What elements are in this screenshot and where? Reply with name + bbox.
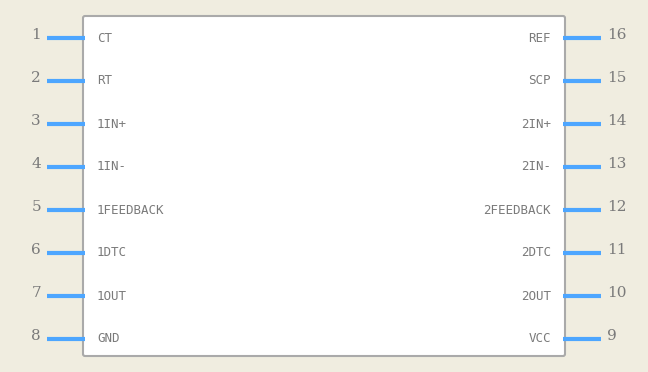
- Text: GND: GND: [97, 333, 119, 346]
- Text: 2IN-: 2IN-: [521, 160, 551, 173]
- Text: 15: 15: [607, 71, 627, 85]
- Text: CT: CT: [97, 32, 112, 45]
- Text: 11: 11: [607, 243, 627, 257]
- Text: 1FEEDBACK: 1FEEDBACK: [97, 203, 165, 217]
- Text: REF: REF: [529, 32, 551, 45]
- Text: 9: 9: [607, 329, 617, 343]
- Text: 2FEEDBACK: 2FEEDBACK: [483, 203, 551, 217]
- Text: 2OUT: 2OUT: [521, 289, 551, 302]
- Text: 10: 10: [607, 286, 627, 300]
- Text: 1IN-: 1IN-: [97, 160, 127, 173]
- Text: 16: 16: [607, 28, 627, 42]
- Text: 14: 14: [607, 114, 627, 128]
- Text: 1IN+: 1IN+: [97, 118, 127, 131]
- Text: 3: 3: [31, 114, 41, 128]
- Text: 2IN+: 2IN+: [521, 118, 551, 131]
- FancyBboxPatch shape: [83, 16, 565, 356]
- Text: RT: RT: [97, 74, 112, 87]
- Text: 1OUT: 1OUT: [97, 289, 127, 302]
- Text: 8: 8: [31, 329, 41, 343]
- Text: 1: 1: [31, 28, 41, 42]
- Text: SCP: SCP: [529, 74, 551, 87]
- Text: VCC: VCC: [529, 333, 551, 346]
- Text: 5: 5: [31, 200, 41, 214]
- Text: 6: 6: [31, 243, 41, 257]
- Text: 4: 4: [31, 157, 41, 171]
- Text: 12: 12: [607, 200, 627, 214]
- Text: 2: 2: [31, 71, 41, 85]
- Text: 2DTC: 2DTC: [521, 247, 551, 260]
- Text: 1DTC: 1DTC: [97, 247, 127, 260]
- Text: 13: 13: [607, 157, 627, 171]
- Text: 7: 7: [31, 286, 41, 300]
